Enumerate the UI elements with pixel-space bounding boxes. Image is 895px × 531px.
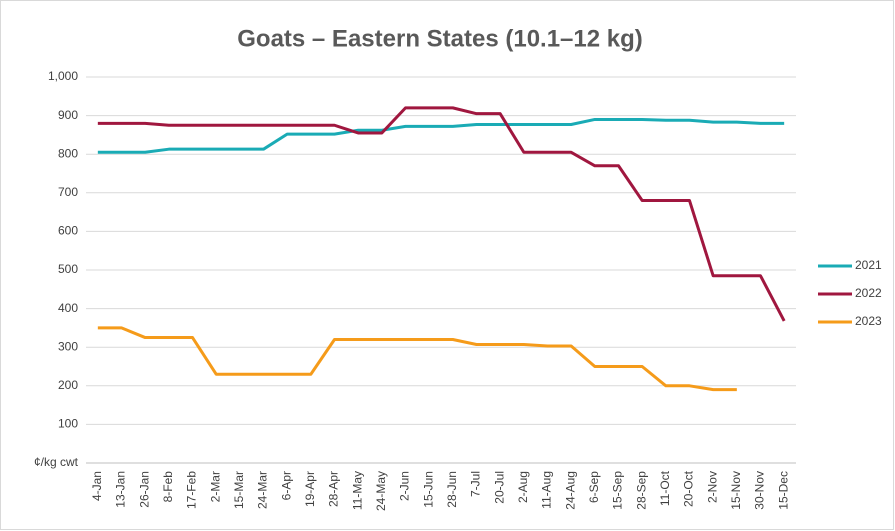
x-tick-label: 24-Aug [563, 471, 577, 510]
x-tick-label: 15-Sep [611, 471, 625, 510]
y-tick-label: 200 [58, 378, 78, 392]
y-tick-label: 1,000 [48, 69, 78, 83]
y-tick-label: ¢/kg cwt [34, 455, 79, 469]
x-tick-label: 2-Mar [208, 471, 222, 502]
y-tick-label: 600 [58, 224, 78, 238]
y-tick-label: 700 [58, 185, 78, 199]
x-tick-label: 28-Apr [327, 471, 341, 507]
x-tick-label: 20-Oct [682, 470, 696, 507]
y-tick-label: 500 [58, 262, 78, 276]
x-tick-label: 2-Jun [398, 471, 412, 501]
x-tick-label: 17-Feb [185, 471, 199, 509]
x-tick-label: 8-Feb [161, 471, 175, 503]
x-tick-label: 11-Aug [540, 471, 554, 509]
x-tick-label: 11-May [350, 471, 364, 510]
x-tick-label: 15-Nov [729, 471, 743, 510]
y-tick-label: 900 [58, 108, 78, 122]
y-tick-label: 400 [58, 301, 78, 315]
x-tick-label: 6-Sep [587, 471, 601, 503]
x-tick-label: 15-Mar [232, 471, 246, 509]
x-tick-label: 28-Sep [634, 471, 648, 510]
x-tick-label: 26-Jan [137, 471, 151, 508]
x-tick-label: 13-Jan [114, 471, 128, 508]
x-tick-label: 15-Dec [776, 471, 790, 510]
y-tick-label: 100 [58, 417, 78, 431]
x-tick-label: 2-Nov [705, 471, 719, 503]
x-tick-label: 30-Nov [753, 471, 767, 510]
y-tick-label: 800 [58, 146, 78, 160]
x-tick-label: 11-Oct [658, 470, 672, 506]
legend-label: 2021 [855, 258, 882, 272]
series-line [97, 117, 785, 154]
x-tick-label: 24-May [374, 471, 388, 511]
x-tick-label: 19-Apr [303, 471, 317, 507]
x-tick-label: 4-Jan [90, 471, 104, 501]
x-tick-label: 6-Apr [279, 471, 293, 500]
x-tick-label: 7-Jul [469, 471, 483, 497]
series-line [97, 106, 786, 322]
series-line [97, 326, 737, 392]
x-tick-label: 20-Jul [492, 471, 506, 504]
x-tick-label: 2-Aug [516, 471, 530, 503]
chart-title: Goats – Eastern States (10.1–12 kg) [237, 25, 643, 52]
legend-label: 2022 [855, 286, 882, 300]
x-tick-label: 28-Jun [445, 471, 459, 508]
legend-label: 2023 [855, 314, 882, 328]
y-tick-label: 300 [58, 339, 78, 353]
x-tick-label: 15-Jun [421, 471, 435, 508]
x-tick-label: 24-Mar [256, 471, 270, 509]
